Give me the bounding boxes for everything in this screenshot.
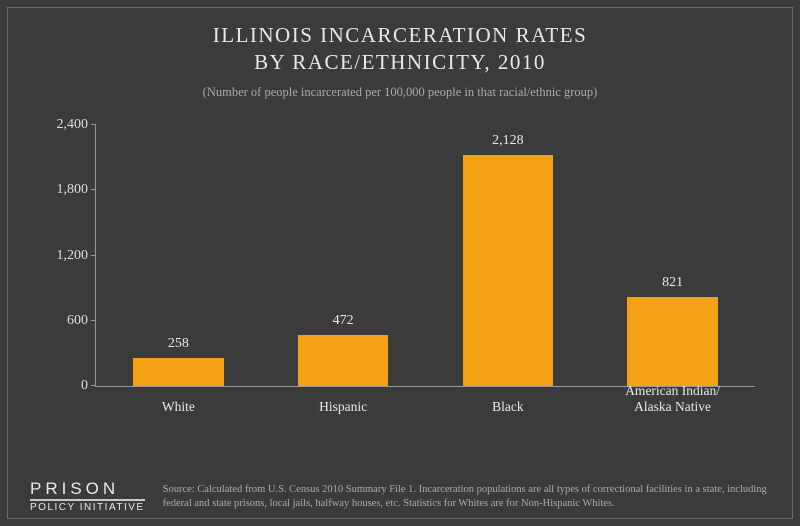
footer: PRISON POLICY INITIATIVE Source: Calcula… xyxy=(30,481,770,512)
logo: PRISON POLICY INITIATIVE xyxy=(30,481,145,512)
y-axis-tick-mark xyxy=(91,320,96,321)
bar: 821American Indian/Alaska Native xyxy=(627,297,718,386)
y-axis-tick-label: 1,200 xyxy=(36,248,88,264)
y-axis-tick-mark xyxy=(91,189,96,190)
logo-top: PRISON xyxy=(30,481,145,497)
y-axis-tick-label: 1,800 xyxy=(36,182,88,198)
bar-value-label: 258 xyxy=(168,336,189,352)
bar-value-label: 472 xyxy=(333,313,354,329)
plot-region: 06001,2001,8002,400258White472Hispanic2,… xyxy=(95,125,755,387)
y-axis-tick-mark xyxy=(91,124,96,125)
y-axis-tick-mark xyxy=(91,385,96,386)
bar-chart: 06001,2001,8002,400258White472Hispanic2,… xyxy=(95,125,755,415)
x-axis-category-label: American Indian/Alaska Native xyxy=(593,383,753,415)
y-axis-tick-label: 0 xyxy=(36,378,88,394)
x-axis-category-label: White xyxy=(98,399,258,415)
y-axis-tick-mark xyxy=(91,255,96,256)
x-axis-category-label: Hispanic xyxy=(263,399,423,415)
logo-bottom: POLICY INITIATIVE xyxy=(30,499,145,513)
bar-value-label: 2,128 xyxy=(492,133,524,149)
source-text: Source: Calculated from U.S. Census 2010… xyxy=(163,483,770,511)
bar: 472Hispanic xyxy=(298,335,389,386)
bar-value-label: 821 xyxy=(662,275,683,291)
y-axis-tick-label: 2,400 xyxy=(36,117,88,133)
bar: 2,128Black xyxy=(463,155,554,386)
bar: 258White xyxy=(133,358,224,386)
x-axis-category-label: Black xyxy=(428,399,588,415)
y-axis-tick-label: 600 xyxy=(36,313,88,329)
